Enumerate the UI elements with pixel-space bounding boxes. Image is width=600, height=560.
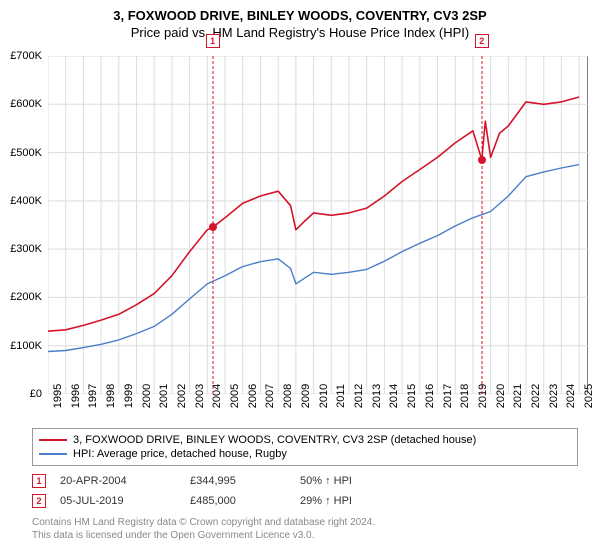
y-tick-label: £200K — [10, 291, 42, 303]
attribution: Contains HM Land Registry data © Crown c… — [32, 516, 578, 542]
x-tick-label: 2018 — [459, 384, 471, 408]
y-tick-label: £400K — [10, 195, 42, 207]
x-tick-label: 2007 — [264, 384, 276, 408]
plot-svg — [48, 56, 588, 394]
legend-row: 3, FOXWOOD DRIVE, BINLEY WOODS, COVENTRY… — [39, 433, 571, 447]
x-tick-label: 2022 — [530, 384, 542, 408]
sale-marker-box: 1 — [206, 34, 220, 48]
x-tick-label: 2000 — [141, 384, 153, 408]
x-tick-label: 2002 — [176, 384, 188, 408]
sale-row-date: 20-APR-2004 — [60, 475, 190, 487]
sale-row-price: £344,995 — [190, 475, 300, 487]
x-tick-label: 1996 — [70, 384, 82, 408]
x-tick-label: 2016 — [424, 384, 436, 408]
x-tick-label: 2003 — [194, 384, 206, 408]
x-tick-label: 2004 — [211, 384, 223, 408]
legend-label: HPI: Average price, detached house, Rugb… — [73, 448, 287, 460]
sale-row-pct: 50% ↑ HPI — [300, 475, 440, 487]
x-tick-label: 2015 — [406, 384, 418, 408]
x-tick-label: 2009 — [300, 384, 312, 408]
chart-subtitle: Price paid vs. HM Land Registry's House … — [0, 23, 600, 40]
sale-row-marker: 2 — [32, 494, 46, 508]
x-tick-label: 2008 — [282, 384, 294, 408]
x-tick-label: 2023 — [548, 384, 560, 408]
legend-row: HPI: Average price, detached house, Rugb… — [39, 447, 571, 461]
x-tick-label: 1997 — [87, 384, 99, 408]
legend-label: 3, FOXWOOD DRIVE, BINLEY WOODS, COVENTRY… — [73, 434, 476, 446]
x-tick-label: 2001 — [158, 384, 170, 408]
sale-marker-dot — [209, 223, 217, 231]
x-tick-label: 2020 — [495, 384, 507, 408]
legend-box: 3, FOXWOOD DRIVE, BINLEY WOODS, COVENTRY… — [32, 428, 578, 466]
x-tick-label: 2025 — [583, 384, 595, 408]
x-tick-label: 2013 — [371, 384, 383, 408]
y-tick-label: £600K — [10, 98, 42, 110]
sale-marker-vline — [481, 56, 482, 394]
sale-row-pct: 29% ↑ HPI — [300, 495, 440, 507]
attribution-line-2: This data is licensed under the Open Gov… — [32, 529, 578, 542]
y-tick-label: £0 — [30, 388, 42, 400]
sales-table: 1 20-APR-2004£344,99550% ↑ HPI 2 05-JUL-201… — [32, 474, 578, 508]
sale-row-date: 05-JUL-2019 — [60, 495, 190, 507]
chart-area: £0£100K£200K£300K£400K£500K£600K£700K 19… — [48, 56, 588, 394]
y-tick-label: £300K — [10, 243, 42, 255]
x-tick-label: 2006 — [247, 384, 259, 408]
legend-swatch — [39, 453, 67, 455]
chart-container: 3, FOXWOOD DRIVE, BINLEY WOODS, COVENTRY… — [0, 0, 600, 560]
attribution-line-1: Contains HM Land Registry data © Crown c… — [32, 516, 578, 529]
x-tick-label: 2011 — [335, 384, 347, 408]
y-tick-label: £500K — [10, 147, 42, 159]
sale-marker-dot — [478, 156, 486, 164]
x-tick-label: 2021 — [512, 384, 524, 408]
x-tick-label: 2017 — [442, 384, 454, 408]
sale-row-marker: 1 — [32, 474, 46, 488]
x-tick-label: 2019 — [477, 384, 489, 408]
chart-title: 3, FOXWOOD DRIVE, BINLEY WOODS, COVENTRY… — [0, 0, 600, 23]
chart-footer: 3, FOXWOOD DRIVE, BINLEY WOODS, COVENTRY… — [32, 428, 578, 542]
x-tick-label: 1998 — [105, 384, 117, 408]
sale-marker-box: 2 — [475, 34, 489, 48]
x-tick-label: 2012 — [353, 384, 365, 408]
x-tick-label: 2005 — [229, 384, 241, 408]
x-tick-label: 2010 — [318, 384, 330, 408]
sale-row-price: £485,000 — [190, 495, 300, 507]
x-tick-label: 2024 — [565, 384, 577, 408]
y-tick-label: £100K — [10, 340, 42, 352]
y-tick-label: £700K — [10, 50, 42, 62]
x-tick-label: 1999 — [123, 384, 135, 408]
x-tick-label: 2014 — [388, 384, 400, 408]
legend-swatch — [39, 439, 67, 441]
x-tick-label: 1995 — [52, 384, 64, 408]
